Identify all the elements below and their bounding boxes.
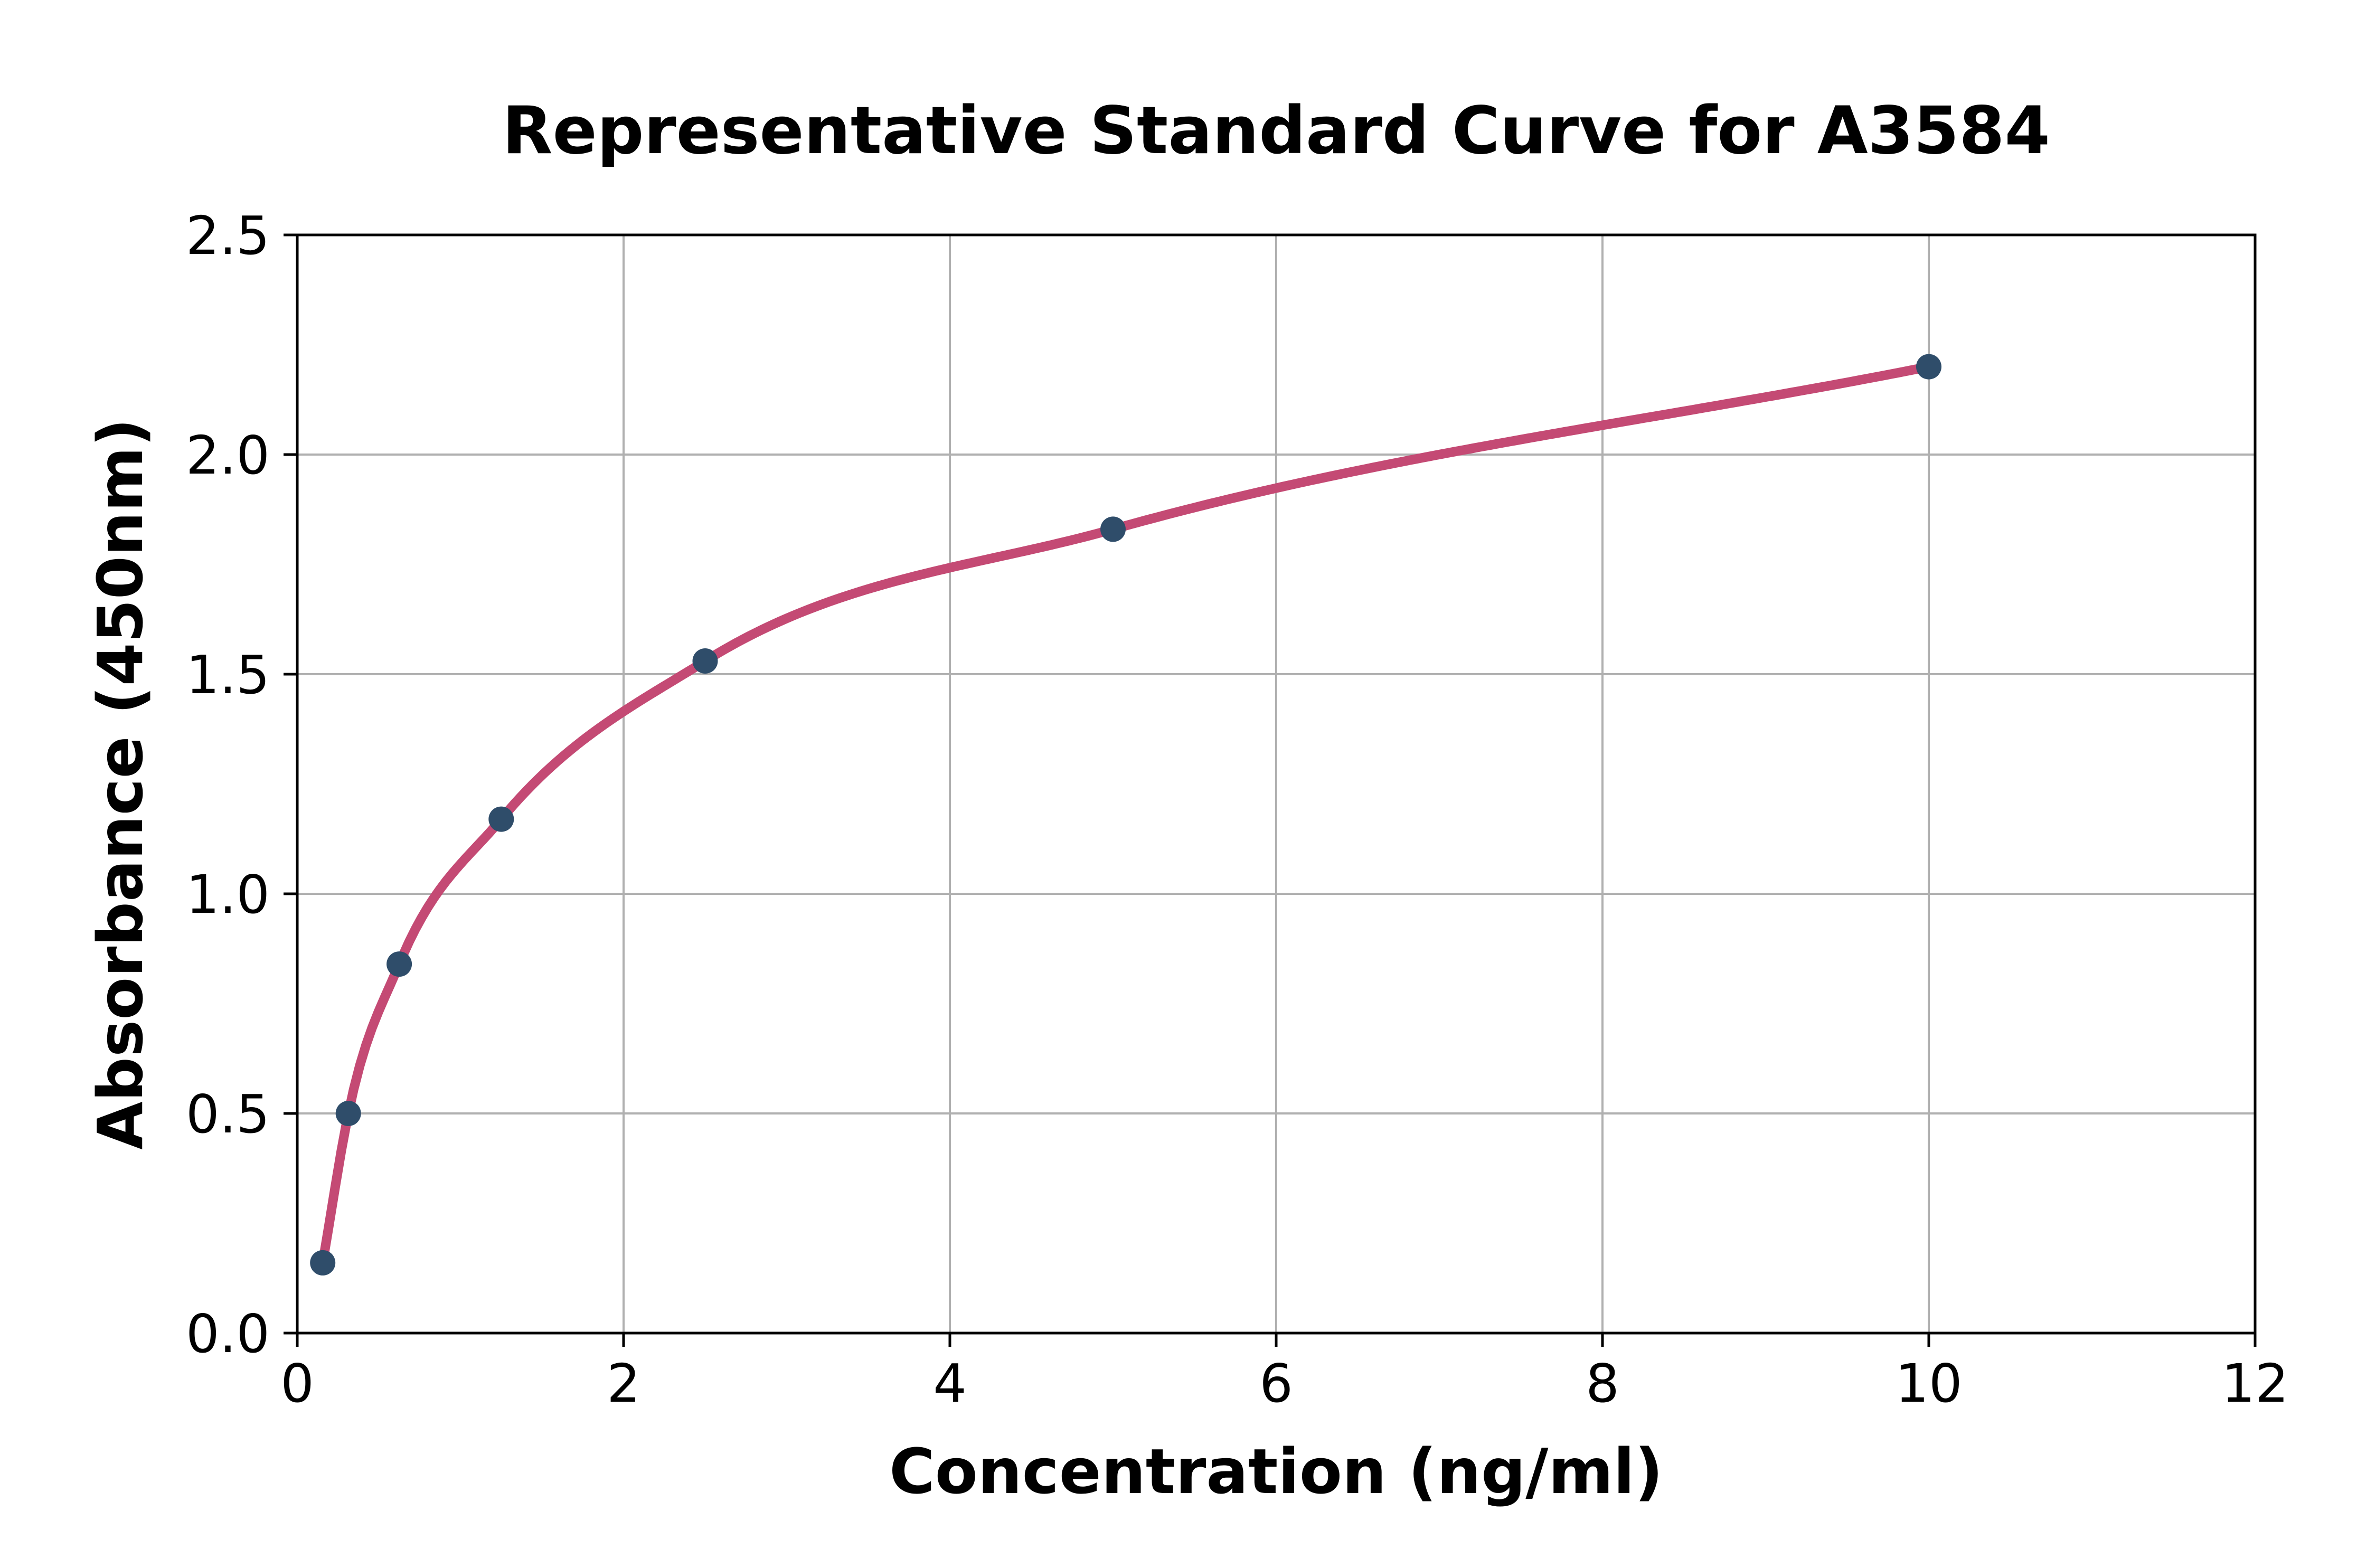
- x-tick-label-12: 12: [2221, 1353, 2288, 1414]
- x-tick-label-8: 8: [1586, 1353, 1619, 1414]
- data-point-4: [692, 648, 718, 674]
- y-tick-label-2.5: 2.5: [186, 205, 270, 267]
- y-tick-label-1.5: 1.5: [186, 644, 270, 706]
- fit-curve: [318, 362, 1934, 1268]
- x-tick-label-6: 6: [1259, 1353, 1293, 1414]
- x-axis-label: Concentration (ng/ml): [889, 1435, 1663, 1508]
- y-tick-label-0.5: 0.5: [186, 1083, 270, 1145]
- y-tick-label-2.0: 2.0: [186, 424, 270, 486]
- data-point-1: [335, 1101, 361, 1126]
- chart-title: Representative Standard Curve for A3584: [502, 93, 2050, 169]
- data-point-3: [488, 806, 514, 832]
- data-point-2: [386, 951, 412, 977]
- y-tick-label-1.0: 1.0: [186, 864, 270, 925]
- x-tick-label-0: 0: [280, 1353, 314, 1414]
- x-tick-label-2: 2: [607, 1353, 640, 1414]
- x-tick-label-4: 4: [933, 1353, 967, 1414]
- y-tick-label-0.0: 0.0: [186, 1303, 270, 1365]
- data-point-5: [1100, 516, 1126, 542]
- x-tick-label-10: 10: [1895, 1353, 1962, 1414]
- y-axis-label: Absorbance (450nm): [84, 418, 157, 1150]
- data-point-6: [1916, 354, 1941, 380]
- data-point-0: [310, 1250, 336, 1276]
